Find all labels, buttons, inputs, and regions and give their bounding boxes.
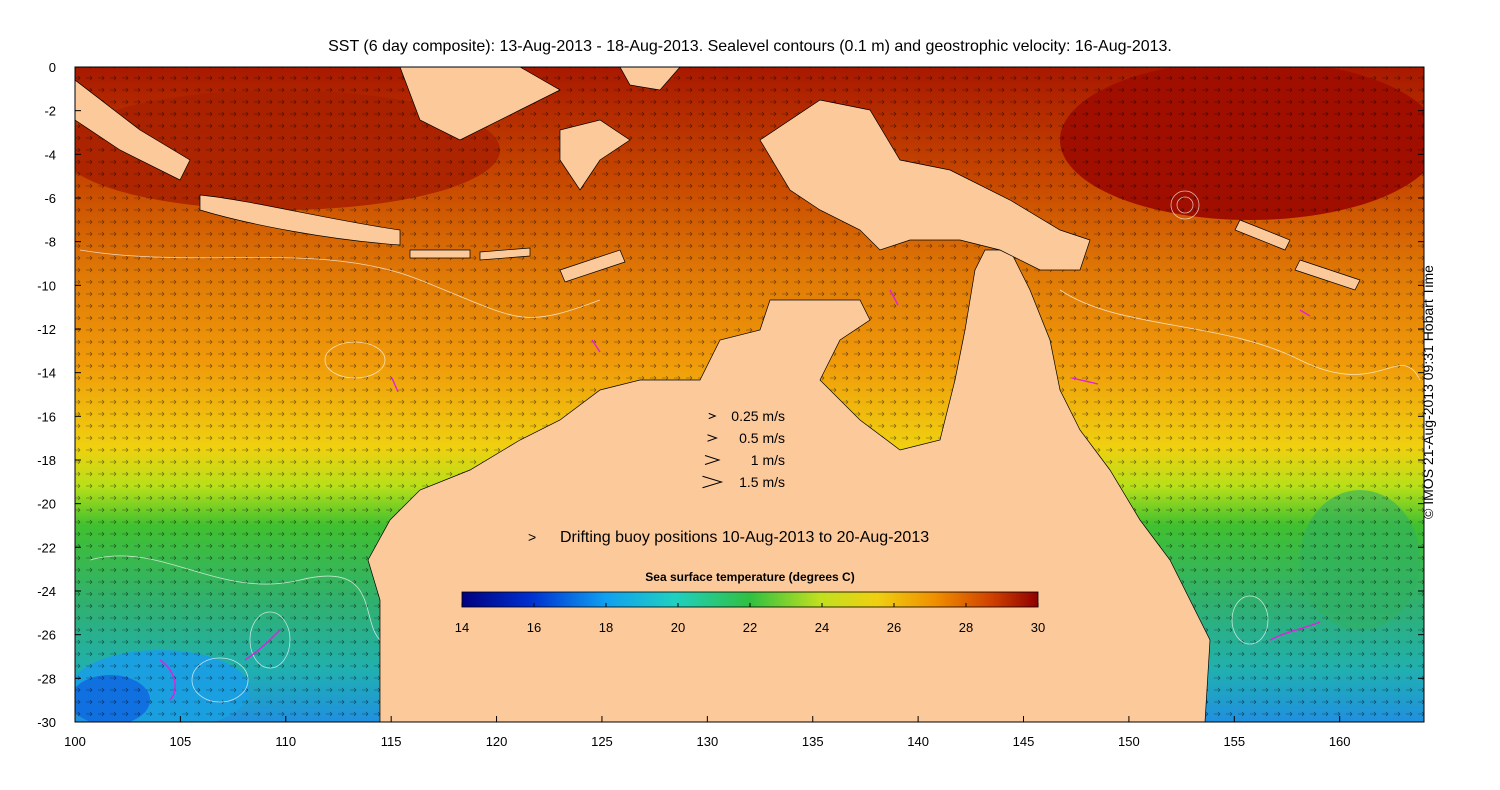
- colorbar-ticks: 14 16 18 20 22 24 26 28 30: [455, 603, 1045, 635]
- velocity-legend-label: 0.5 m/s: [739, 430, 785, 446]
- velocity-legend-label: 0.25 m/s: [731, 408, 785, 424]
- buoy-legend-label: Drifting buoy positions 10-Aug-2013 to 2…: [560, 529, 929, 546]
- x-tick-label: 105: [170, 734, 192, 749]
- y-tick-label: -28: [37, 671, 56, 686]
- colorbar-tick-label: 30: [1031, 620, 1045, 635]
- velocity-legend: 0.25 m/s 0.5 m/s 1 m/s 1.5 m/s: [702, 408, 785, 490]
- x-tick-label: 110: [275, 734, 296, 749]
- colorbar-tick-label: 22: [743, 620, 757, 635]
- x-tick-label: 160: [1329, 734, 1351, 749]
- y-tick-label: -10: [37, 278, 56, 293]
- y-tick-label: -26: [37, 628, 56, 643]
- x-axis: 100 105 110 115 120 125 130 135 140 145 150 155 160: [64, 716, 1351, 749]
- y-tick-label: -16: [37, 409, 56, 424]
- velocity-legend-arrow: [702, 475, 724, 489]
- buoy-tracks: [159, 289, 1321, 701]
- velocity-legend-arrow: [708, 412, 717, 420]
- colorbar: Sea surface temperature (degrees C) 14 16…: [455, 570, 1045, 635]
- y-tick-label: -20: [37, 497, 56, 512]
- buoy-legend-marker: >: [528, 529, 536, 545]
- y-tick-label: -18: [37, 453, 56, 468]
- sealevel-contours: [79, 190, 1421, 703]
- velocity-legend-label: 1.5 m/s: [739, 474, 785, 490]
- y-tick-label: 0: [49, 60, 56, 75]
- colorbar-tick-label: 24: [815, 620, 829, 635]
- x-tick-label: 155: [1223, 734, 1245, 749]
- colorbar-tick-label: 28: [959, 620, 973, 635]
- colorbar-tick-label: 16: [527, 620, 541, 635]
- colorbar-tick-label: 20: [671, 620, 685, 635]
- y-tick-label: -22: [37, 540, 56, 555]
- y-axis: 0 -2 -4 -6 -8 -10 -12 -14 -16 -18 -20 -22 -24 -26 -28 -…: [37, 60, 1424, 730]
- map-title: SST (6 day composite): 13-Aug-2013 - 18-…: [328, 38, 1172, 55]
- x-tick-label: 135: [802, 734, 824, 749]
- colorbar-tick-label: 26: [887, 620, 901, 635]
- sumatra: [75, 79, 191, 181]
- y-tick-label: -6: [44, 191, 56, 206]
- y-tick-label: -4: [44, 147, 56, 162]
- colorbar-tick-label: 18: [599, 620, 613, 635]
- x-tick-label: 140: [907, 734, 929, 749]
- plot-frame: [74, 66, 1425, 723]
- x-tick-label: 130: [696, 734, 718, 749]
- x-tick-label: 125: [591, 734, 613, 749]
- x-tick-label: 120: [486, 734, 508, 749]
- credit-label: © IMOS 21-Aug-2013 09:31 Hobart Time: [1420, 265, 1436, 519]
- x-tick-label: 100: [64, 734, 86, 749]
- colorbar-title: Sea surface temperature (degrees C): [645, 570, 854, 584]
- x-tick-label: 145: [1013, 734, 1035, 749]
- buoy-legend: > Drifting buoy positions 10-Aug-2013 to…: [528, 529, 929, 546]
- borneo: [399, 67, 561, 141]
- velocity-legend-label: 1 m/s: [751, 452, 785, 468]
- velocity-legend-arrow: [704, 455, 721, 465]
- java: [199, 194, 401, 246]
- new-guinea: [759, 99, 1091, 271]
- x-tick-label: 115: [381, 734, 402, 749]
- y-tick-label: -30: [37, 715, 56, 730]
- velocity-legend-arrow: [707, 434, 718, 442]
- y-tick-label: -14: [37, 366, 56, 381]
- y-tick-label: -8: [44, 235, 56, 250]
- y-tick-label: -2: [44, 104, 56, 119]
- x-tick-label: 150: [1118, 734, 1140, 749]
- sulawesi: [559, 119, 631, 191]
- colorbar-tick-label: 14: [455, 620, 469, 635]
- y-tick-label: -12: [37, 322, 56, 337]
- y-tick-label: -24: [37, 584, 56, 599]
